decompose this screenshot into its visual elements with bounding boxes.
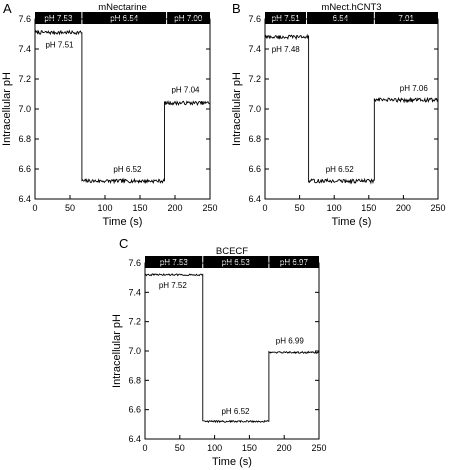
x-axis-title: Time (s) [332, 216, 372, 228]
bath-bar-segment [202, 256, 269, 268]
y-tick-label: 7.2 [18, 74, 31, 84]
x-tick-label: 250 [202, 203, 217, 213]
y-tick-label: 7.6 [18, 14, 31, 24]
y-tick-label: 6.4 [128, 434, 141, 444]
y-axis-title: Intracellular pH [111, 314, 123, 388]
y-tick-label: 7.2 [248, 74, 261, 84]
annotation-label: pH 7.51 [45, 41, 74, 50]
y-tick-label: 7.0 [248, 104, 261, 114]
annotation-label: pH 7.06 [400, 84, 429, 93]
bath-bar-segment [306, 12, 375, 24]
x-tick-label: 200 [277, 443, 292, 453]
y-tick-label: 7.0 [18, 104, 31, 114]
annotation-label: pH 6.52 [113, 165, 142, 174]
y-tick-label: 7.6 [128, 258, 141, 268]
annotation-label: pH 6.52 [221, 407, 250, 416]
trace-line [144, 273, 320, 424]
x-axis-title: Time (s) [212, 456, 252, 468]
panel-letter: B [232, 1, 241, 16]
x-tick-label: 0 [32, 203, 37, 213]
x-tick-label: 150 [361, 203, 376, 213]
annotation-label: pH 6.99 [276, 337, 305, 346]
trace-line [34, 29, 210, 185]
y-tick-label: 7.2 [128, 317, 141, 327]
y-tick-label: 6.8 [18, 134, 31, 144]
bath-bar-segment [265, 12, 307, 24]
bath-bar-segment [81, 12, 167, 24]
x-tick-label: 200 [167, 203, 182, 213]
y-tick-label: 6.4 [248, 194, 261, 204]
x-tick-label: 250 [311, 443, 326, 453]
annotation-label: pH 7.04 [171, 86, 200, 95]
panel-letter: C [119, 236, 128, 251]
x-tick-label: 100 [97, 203, 112, 213]
y-tick-label: 6.6 [128, 405, 141, 415]
x-tick-label: 0 [142, 443, 147, 453]
y-tick-label: 6.8 [128, 375, 141, 385]
annotation-label: pH 7.48 [272, 45, 301, 54]
y-tick-label: 6.8 [248, 134, 261, 144]
chart-title: mNectarine [98, 2, 147, 13]
y-tick-label: 6.6 [248, 164, 261, 174]
y-tick-label: 7.4 [18, 44, 31, 54]
bath-bar-segment [35, 12, 82, 24]
panel-letter: A [3, 1, 12, 16]
y-axis-title: Intracellular pH [231, 72, 243, 146]
bath-bar-segment [268, 256, 319, 268]
y-tick-label: 6.4 [18, 194, 31, 204]
x-tick-label: 100 [327, 203, 342, 213]
x-axis-title: Time (s) [103, 216, 143, 228]
y-tick-label: 7.6 [248, 14, 261, 24]
chart-title: BCECF [216, 246, 248, 257]
bath-bar-segment [166, 12, 210, 24]
y-tick-label: 7.0 [128, 346, 141, 356]
x-tick-label: 50 [295, 203, 305, 213]
x-tick-label: 200 [396, 203, 411, 213]
trace-line [264, 33, 439, 185]
bath-bar-segment [145, 256, 203, 268]
annotation-label: pH 6.52 [326, 165, 355, 174]
x-tick-label: 50 [65, 203, 75, 213]
chart-title: mNect.hCNT3 [321, 2, 381, 13]
annotation-label: pH 7.52 [159, 281, 188, 290]
y-tick-label: 7.4 [248, 44, 261, 54]
x-tick-label: 0 [262, 203, 267, 213]
bath-bar-segment [374, 12, 438, 24]
x-tick-label: 150 [242, 443, 257, 453]
x-tick-label: 250 [430, 203, 445, 213]
x-tick-label: 150 [132, 203, 147, 213]
x-tick-label: 50 [175, 443, 185, 453]
y-tick-label: 7.4 [128, 287, 141, 297]
y-axis-title: Intracellular pH [1, 72, 13, 146]
y-tick-label: 6.6 [18, 164, 31, 174]
x-tick-label: 100 [207, 443, 222, 453]
